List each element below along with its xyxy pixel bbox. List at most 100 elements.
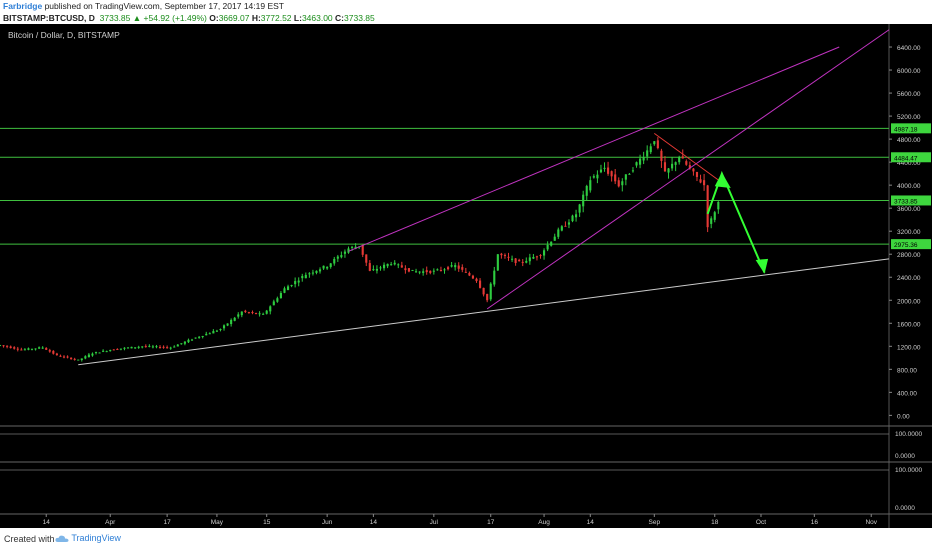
candle-body[interactable] bbox=[382, 264, 386, 269]
candle-body[interactable] bbox=[70, 357, 73, 360]
candle-body[interactable] bbox=[418, 271, 421, 273]
candle-body[interactable] bbox=[528, 257, 531, 262]
candle-body[interactable] bbox=[176, 344, 179, 347]
candle-body[interactable] bbox=[190, 339, 194, 341]
candle-body[interactable] bbox=[685, 161, 688, 165]
candle-body[interactable] bbox=[617, 180, 620, 187]
candle-body[interactable] bbox=[254, 312, 258, 314]
candle-body[interactable] bbox=[596, 174, 599, 179]
candle-body[interactable] bbox=[134, 347, 137, 349]
candle-body[interactable] bbox=[414, 271, 418, 273]
candle-body[interactable] bbox=[521, 261, 524, 263]
candle-body[interactable] bbox=[219, 329, 222, 331]
candle-body[interactable] bbox=[269, 306, 272, 312]
candle-body[interactable] bbox=[589, 180, 592, 191]
candle-body[interactable] bbox=[265, 310, 268, 314]
candle-body[interactable] bbox=[87, 354, 90, 358]
candle-body[interactable] bbox=[272, 301, 275, 306]
candle-body[interactable] bbox=[258, 313, 261, 315]
candle-body[interactable] bbox=[717, 201, 720, 210]
candle-body[interactable] bbox=[436, 269, 439, 271]
channel-upper-line[interactable] bbox=[348, 46, 840, 252]
candle-body[interactable] bbox=[343, 251, 346, 254]
candle-body[interactable] bbox=[503, 254, 507, 256]
candle-body[interactable] bbox=[667, 168, 670, 173]
candle-body[interactable] bbox=[642, 157, 645, 161]
candle-body[interactable] bbox=[567, 222, 571, 225]
candle-body[interactable] bbox=[13, 347, 16, 349]
candle-body[interactable] bbox=[98, 352, 101, 354]
candle-body[interactable] bbox=[318, 269, 322, 272]
candle-body[interactable] bbox=[233, 317, 236, 321]
candle-body[interactable] bbox=[308, 273, 311, 275]
candle-body[interactable] bbox=[489, 283, 492, 300]
candle-body[interactable] bbox=[478, 280, 482, 288]
candle-body[interactable] bbox=[710, 218, 713, 224]
candle-body[interactable] bbox=[247, 312, 250, 314]
candle-body[interactable] bbox=[571, 215, 574, 222]
candle-body[interactable] bbox=[393, 262, 396, 265]
candle-body[interactable] bbox=[656, 140, 659, 149]
candle-body[interactable] bbox=[286, 286, 290, 291]
candle-body[interactable] bbox=[237, 314, 240, 317]
candle-body[interactable] bbox=[443, 269, 446, 271]
candle-body[interactable] bbox=[674, 162, 677, 165]
candle-body[interactable] bbox=[9, 346, 12, 349]
candle-body[interactable] bbox=[425, 270, 428, 273]
candle-body[interactable] bbox=[557, 229, 560, 237]
candle-body[interactable] bbox=[390, 264, 393, 266]
candle-body[interactable] bbox=[208, 333, 211, 335]
candle-body[interactable] bbox=[194, 337, 197, 339]
candle-body[interactable] bbox=[464, 271, 467, 273]
candle-body[interactable] bbox=[38, 347, 41, 349]
candle-body[interactable] bbox=[354, 246, 357, 249]
candle-body[interactable] bbox=[0, 345, 2, 347]
price-chart[interactable]: 0.00 400.00 800.00 1200.00 1600.00 2000.00 240… bbox=[0, 24, 932, 528]
candle-body[interactable] bbox=[80, 358, 83, 361]
candle-body[interactable] bbox=[180, 343, 183, 345]
candle-body[interactable] bbox=[660, 150, 663, 161]
candle-body[interactable] bbox=[350, 246, 354, 248]
candle-body[interactable] bbox=[329, 263, 332, 267]
candle-body[interactable] bbox=[326, 266, 329, 269]
candle-body[interactable] bbox=[461, 267, 464, 270]
candle-body[interactable] bbox=[322, 265, 325, 269]
candle-body[interactable] bbox=[692, 168, 695, 172]
candle-body[interactable] bbox=[290, 285, 293, 287]
candle-body[interactable] bbox=[386, 263, 389, 267]
candle-body[interactable] bbox=[94, 352, 98, 354]
candle-body[interactable] bbox=[688, 165, 691, 169]
candle-body[interactable] bbox=[653, 141, 656, 145]
candle-body[interactable] bbox=[84, 356, 87, 359]
candle-body[interactable] bbox=[222, 325, 226, 329]
projection-arrow[interactable] bbox=[706, 170, 766, 274]
candle-body[interactable] bbox=[34, 348, 37, 350]
candle-body[interactable] bbox=[116, 349, 119, 351]
candle-body[interactable] bbox=[493, 270, 496, 285]
candle-body[interactable] bbox=[450, 265, 453, 267]
candle-body[interactable] bbox=[699, 179, 702, 183]
candle-body[interactable] bbox=[251, 312, 254, 314]
candle-body[interactable] bbox=[681, 156, 684, 159]
candle-body[interactable] bbox=[283, 288, 286, 293]
candle-body[interactable] bbox=[112, 349, 115, 351]
candle-body[interactable] bbox=[397, 264, 400, 266]
candle-body[interactable] bbox=[41, 347, 44, 349]
candle-body[interactable] bbox=[297, 280, 300, 283]
candle-body[interactable] bbox=[439, 269, 443, 271]
candle-body[interactable] bbox=[471, 275, 475, 279]
candle-body[interactable] bbox=[525, 260, 528, 263]
candle-body[interactable] bbox=[198, 336, 201, 338]
candle-body[interactable] bbox=[500, 253, 503, 256]
candle-body[interactable] bbox=[183, 341, 186, 344]
candle-body[interactable] bbox=[486, 293, 489, 301]
candle-body[interactable] bbox=[550, 241, 553, 246]
candle-body[interactable] bbox=[62, 356, 66, 358]
candle-body[interactable] bbox=[429, 270, 432, 273]
candle-body[interactable] bbox=[173, 346, 176, 348]
candle-body[interactable] bbox=[614, 174, 617, 182]
candle-body[interactable] bbox=[582, 194, 585, 207]
candle-body[interactable] bbox=[73, 358, 76, 360]
candle-body[interactable] bbox=[475, 278, 478, 282]
candle-body[interactable] bbox=[379, 267, 382, 269]
